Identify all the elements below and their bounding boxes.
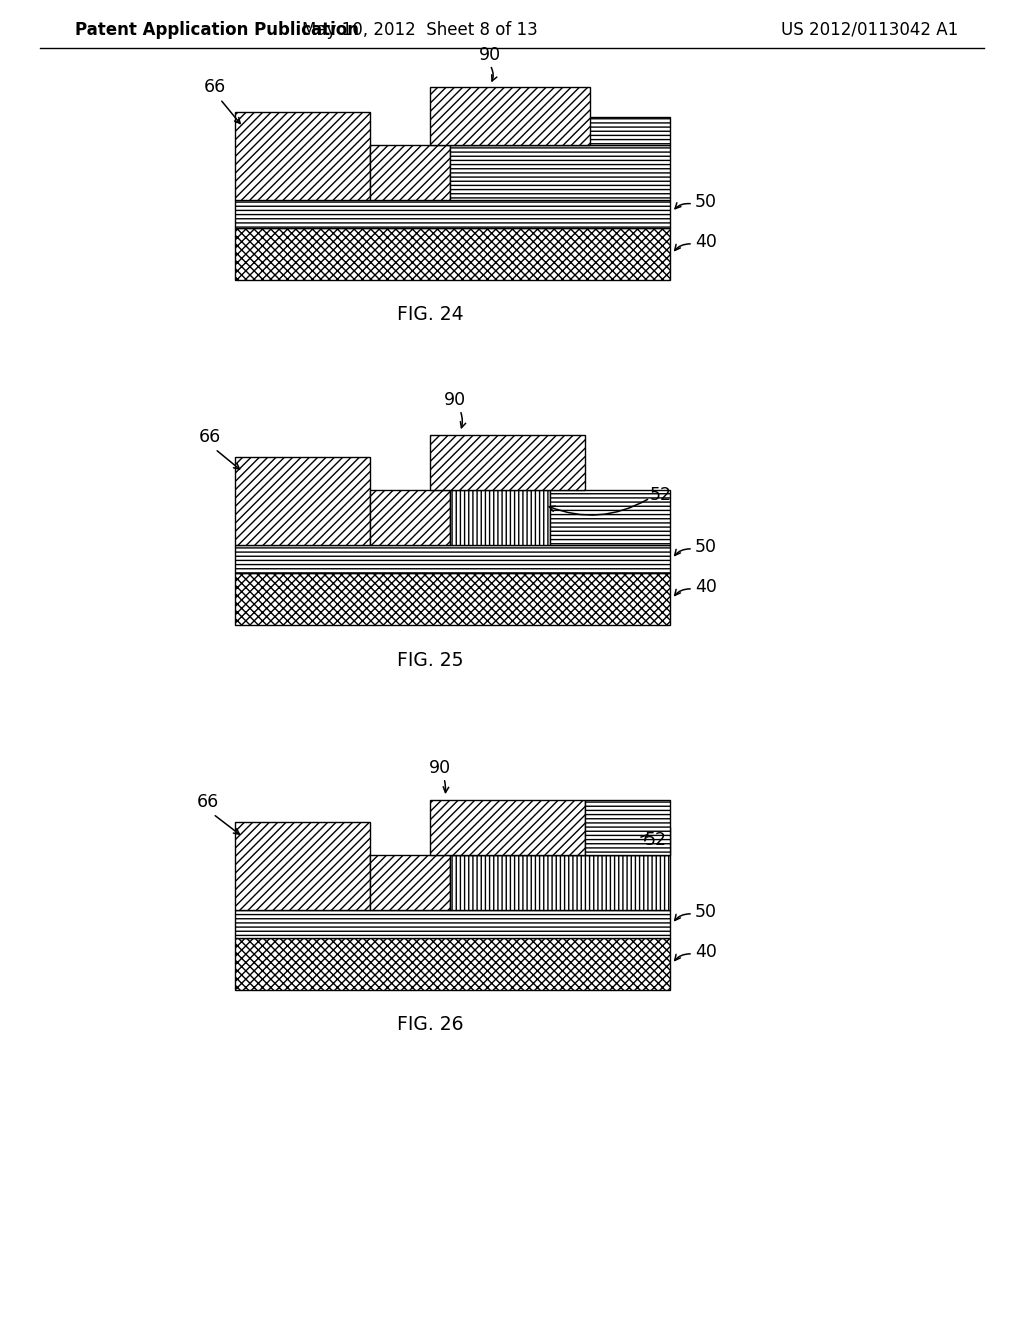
Bar xyxy=(450,828,670,855)
Bar xyxy=(550,490,670,545)
Text: 90: 90 xyxy=(444,391,466,409)
Bar xyxy=(430,87,590,145)
Text: 66: 66 xyxy=(199,428,221,446)
Text: FIG. 24: FIG. 24 xyxy=(396,305,463,325)
Bar xyxy=(234,228,670,280)
Bar xyxy=(234,939,670,990)
Bar xyxy=(430,436,585,490)
Bar xyxy=(234,909,670,939)
Text: 40: 40 xyxy=(695,942,717,961)
Bar xyxy=(234,112,370,201)
Text: 50: 50 xyxy=(695,193,717,211)
Bar xyxy=(234,573,670,624)
Bar xyxy=(234,201,670,228)
Bar xyxy=(450,490,550,545)
Bar xyxy=(450,855,670,909)
Bar xyxy=(370,490,450,545)
Text: 66: 66 xyxy=(197,793,219,810)
Text: US 2012/0113042 A1: US 2012/0113042 A1 xyxy=(781,21,958,40)
Bar xyxy=(370,855,450,909)
Bar xyxy=(430,800,585,855)
Text: FIG. 26: FIG. 26 xyxy=(396,1015,463,1035)
Bar xyxy=(585,800,670,855)
Text: 52: 52 xyxy=(650,486,672,504)
Text: 90: 90 xyxy=(479,46,501,63)
Bar xyxy=(234,457,370,545)
Text: 66: 66 xyxy=(204,78,226,96)
Text: Patent Application Publication: Patent Application Publication xyxy=(75,21,359,40)
Text: 40: 40 xyxy=(695,578,717,597)
Text: 90: 90 xyxy=(429,759,451,777)
Text: 50: 50 xyxy=(695,539,717,556)
Text: FIG. 25: FIG. 25 xyxy=(396,651,463,669)
Text: 52: 52 xyxy=(645,832,667,849)
Bar xyxy=(234,822,370,909)
Text: 50: 50 xyxy=(695,903,717,921)
Bar xyxy=(234,545,670,573)
Bar xyxy=(370,145,450,201)
Text: 40: 40 xyxy=(695,234,717,251)
Text: May 10, 2012  Sheet 8 of 13: May 10, 2012 Sheet 8 of 13 xyxy=(302,21,538,40)
Bar xyxy=(450,145,670,201)
Bar xyxy=(450,117,670,145)
